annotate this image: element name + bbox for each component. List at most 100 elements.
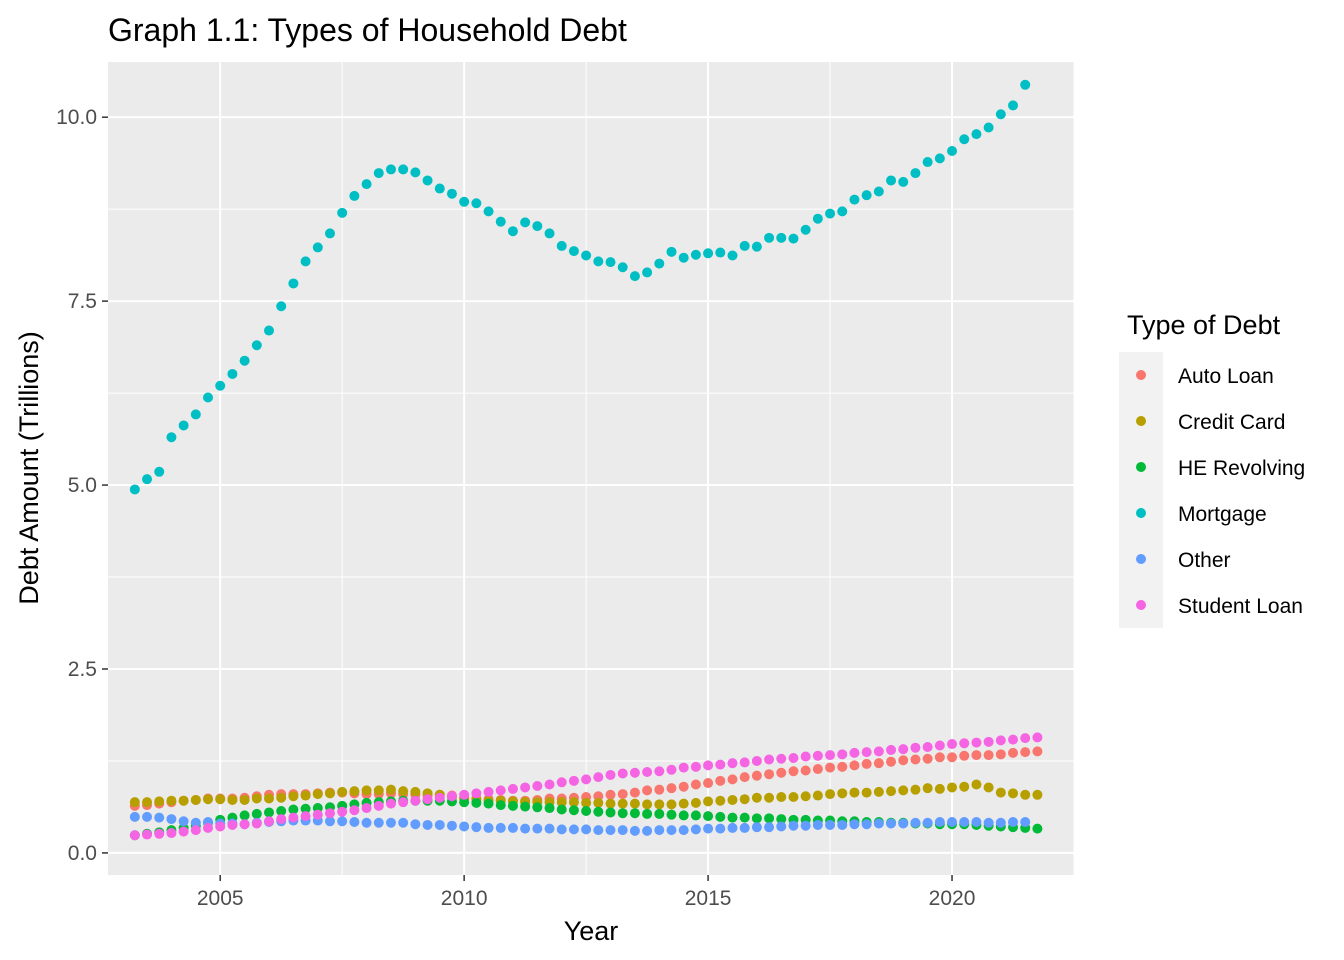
data-point [544,228,555,239]
data-point [910,168,921,179]
x-axis-title: Year [564,916,619,946]
data-point [971,737,982,748]
data-point [947,739,958,750]
data-point [203,392,214,403]
data-point [886,786,897,797]
data-point [837,206,848,217]
data-point [361,785,372,796]
legend-key-dot [1136,462,1146,472]
data-point [983,782,994,793]
data-point [593,806,604,817]
data-point [581,250,592,261]
data-point [873,186,884,197]
data-point [812,764,823,775]
data-point [703,796,714,807]
data-point [898,785,909,796]
data-point [154,796,165,807]
data-point [715,775,726,786]
data-point [605,807,616,818]
data-point [934,783,945,794]
x-tick-label: 2010 [441,887,488,910]
data-point [239,794,250,805]
x-tick-label: 2015 [685,887,732,910]
data-point [837,819,848,830]
data-point [837,788,848,799]
data-point [142,797,153,808]
data-point [605,257,616,268]
data-point [886,744,897,755]
data-point [959,750,970,761]
data-point [629,767,640,778]
legend: Type of Debt Auto Loan Credit Card HE Revo… [1119,310,1305,628]
data-point [873,786,884,797]
data-point [886,756,897,767]
data-point [434,792,445,803]
data-point [629,787,640,798]
data-point [910,754,921,765]
data-point [666,799,677,810]
data-point [910,817,921,828]
data-point [776,753,787,764]
data-point [483,822,494,833]
data-point [373,785,384,796]
data-point [349,817,360,828]
data-point [581,805,592,816]
data-point [422,819,433,830]
data-point [898,755,909,766]
data-point [227,368,238,379]
data-point [398,786,409,797]
series-credit-card [129,779,1043,810]
data-point [617,768,628,779]
data-point [203,794,214,805]
data-point [617,825,628,836]
data-point [507,800,518,811]
data-point [922,741,933,752]
data-point [825,789,836,800]
data-point [178,795,189,806]
data-point [910,784,921,795]
data-point [288,812,299,823]
data-point [788,766,799,777]
data-point [459,821,470,832]
data-point [1020,817,1031,828]
data-point [593,797,604,808]
data-point [190,794,201,805]
data-point [703,811,714,822]
data-point [312,789,323,800]
data-point [507,226,518,237]
data-point [337,806,348,817]
data-point [605,798,616,809]
data-points [129,79,1043,841]
data-point [764,232,775,243]
data-point [739,757,750,768]
data-point [324,788,335,799]
data-point [788,753,799,764]
data-point [861,747,872,758]
data-point [1008,747,1019,758]
data-point [129,830,140,841]
data-point [690,249,701,260]
x-tick-label: 2005 [197,887,244,910]
x-tick-label: 2020 [929,887,976,910]
data-point [971,129,982,140]
data-point [385,817,396,828]
data-point [983,122,994,133]
data-point [361,803,372,814]
data-point [593,772,604,783]
legend-key-dot [1136,370,1146,380]
data-point [934,817,945,828]
data-point [495,800,506,811]
data-point [800,751,811,762]
data-point [800,820,811,831]
data-point [495,785,506,796]
data-point [520,217,531,228]
data-point [812,790,823,801]
data-point [1008,788,1019,799]
data-point [324,816,335,827]
data-point [800,224,811,235]
data-point [873,746,884,757]
data-point [764,754,775,765]
data-point [971,817,982,828]
data-point [739,812,750,823]
